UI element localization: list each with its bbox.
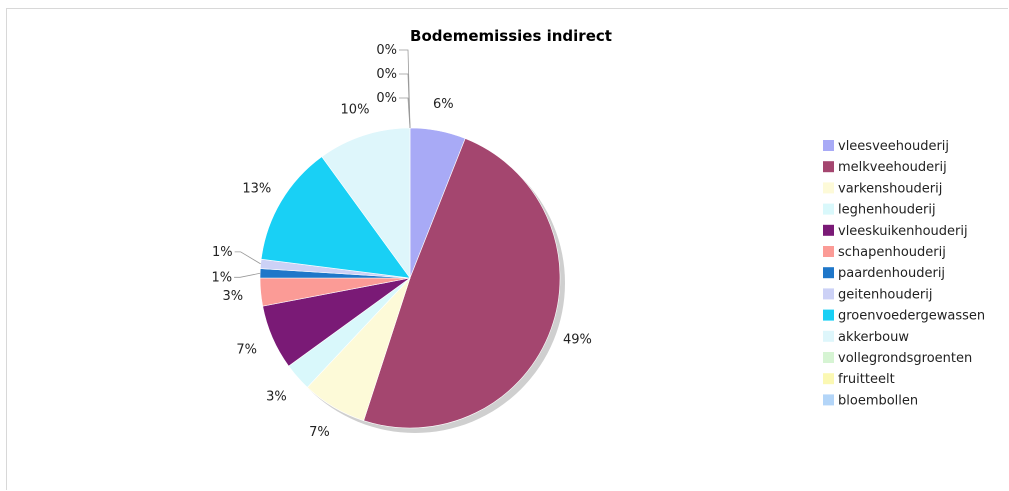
legend-swatch-leghenhouderij — [823, 203, 834, 215]
leader-line-bloembollen — [399, 49, 411, 129]
legend-label-fruitteelt: fruitteelt — [838, 372, 895, 387]
slice-label-akkerbouw: 10% — [341, 103, 370, 118]
pie-slices — [259, 127, 565, 433]
legend-swatch-bloembollen — [823, 394, 834, 406]
legend-swatch-vleeskuikenhouderij — [823, 224, 834, 236]
legend-label-paardenhouderij: paardenhouderij — [838, 266, 945, 281]
legend-label-geitenhouderij: geitenhouderij — [838, 287, 932, 302]
legend-label-melkveehouderij: melkveehouderij — [838, 160, 947, 175]
leader-line-paardenhouderij — [234, 272, 261, 278]
chart-title: Bodememissies indirect — [410, 27, 612, 45]
legend-label-schapenhouderij: schapenhouderij — [838, 245, 946, 260]
legend-label-leghenhouderij: leghenhouderij — [838, 203, 936, 218]
legend-swatch-schapenhouderij — [823, 246, 834, 257]
leader-line-geitenhouderij — [234, 251, 261, 265]
slice-label-bloembollen: 0% — [376, 43, 397, 58]
slice-label-melkveehouderij: 49% — [563, 332, 592, 347]
slice-label-geitenhouderij: 1% — [212, 245, 233, 260]
legend: vleesveehouderij melkveehouderij varkensho… — [823, 139, 985, 408]
legend-label-vleesveehouderij: vleesveehouderij — [838, 139, 949, 154]
legend-swatch-varkenshouderij — [823, 182, 834, 194]
pie-slice-melkveehouderij — [363, 138, 561, 429]
slice-label-leghenhouderij: 3% — [266, 390, 287, 405]
legend-label-varkenshouderij: varkenshouderij — [838, 181, 942, 196]
slice-label-vollegrondsgroenten: 0% — [376, 91, 397, 106]
legend-label-akkerbouw: akkerbouw — [838, 330, 909, 345]
legend-label-groenvoedergewassen: groenvoedergewassen — [838, 309, 985, 324]
legend-swatch-geitenhouderij — [823, 288, 834, 300]
legend-swatch-akkerbouw — [823, 330, 834, 342]
slice-label-varkenshouderij: 7% — [309, 425, 330, 440]
legend-swatch-vollegrondsgroenten — [823, 352, 834, 363]
pie-slice-akkerbouw — [321, 127, 411, 279]
leader-lines — [234, 49, 411, 278]
legend-label-bloembollen: bloembollen — [838, 393, 918, 408]
legend-swatch-groenvoedergewassen — [823, 309, 834, 321]
legend-label-vleeskuikenhouderij: vleeskuikenhouderij — [838, 224, 968, 239]
slice-label-groenvoedergewassen: 13% — [242, 181, 271, 196]
pie-slice-groenvoedergewassen — [260, 156, 411, 279]
slice-label-vleeskuikenhouderij: 7% — [236, 343, 257, 358]
slice-label-schapenhouderij: 3% — [222, 289, 243, 304]
chart-frame — [6, 8, 1008, 490]
leader-line-vollegrondsgroenten — [399, 97, 411, 129]
slice-label-paardenhouderij: 1% — [211, 270, 232, 285]
legend-swatch-paardenhouderij — [823, 267, 834, 279]
slice-label-fruitteelt: 0% — [376, 67, 397, 82]
slice-label-vleesveehouderij: 6% — [433, 97, 454, 112]
legend-swatch-vleesveehouderij — [823, 140, 834, 151]
slice-labels: 6% 49% 7% 3% 7% 3% 1% 1% 13% 10% 0% 0% 0% — [211, 43, 591, 440]
legend-swatch-melkveehouderij — [823, 161, 834, 173]
legend-label-vollegrondsgroenten: vollegrondsgroenten — [838, 351, 972, 366]
legend-swatch-fruitteelt — [823, 373, 834, 385]
